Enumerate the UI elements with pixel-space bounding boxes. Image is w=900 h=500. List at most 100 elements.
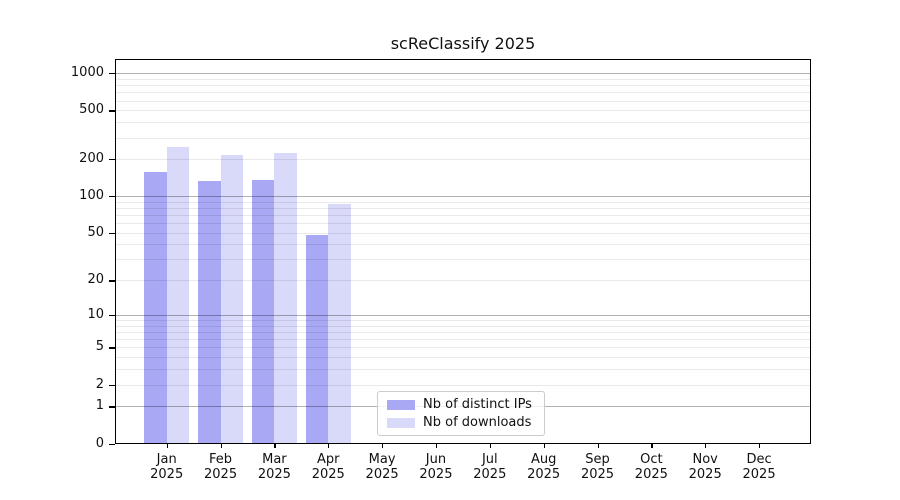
bar-nb-of-downloads-apr [328,203,351,444]
bar-nb-of-downloads-jan [166,147,190,444]
x-tick-label: Aug 2025 [509,452,579,482]
bar-nb-of-distinct-ips-jan [144,172,167,444]
x-axis-tick [328,443,330,448]
bar-nb-of-downloads-feb [220,155,244,444]
x-tick-label: Dec 2025 [724,452,794,482]
legend: Nb of distinct IPs Nb of downloads [377,391,545,436]
y-axis-tick [109,406,115,408]
gridline-minor [116,78,810,80]
x-tick-year: 2025 [365,466,399,482]
gridline-minor [116,280,810,282]
y-tick-label: 500 [79,102,104,118]
x-axis-tick [651,443,653,448]
x-tick-month: May [368,451,396,467]
x-tick-month: Oct [640,451,663,467]
y-axis-tick [109,110,115,112]
x-tick-month: Jan [156,451,177,467]
gridline-minor [116,339,810,341]
x-tick-label: Apr 2025 [293,452,363,482]
y-tick-label: 200 [79,151,104,167]
x-axis-tick [220,443,222,448]
gridline-minor [116,110,810,112]
legend-row: Nb of distinct IPs [387,397,535,412]
x-tick-year: 2025 [204,466,238,482]
gridline-minor [116,232,810,234]
x-axis-tick [274,443,276,448]
y-axis-tick [109,314,115,317]
gridline-minor [116,357,810,359]
y-axis-tick [109,196,115,198]
x-tick-year: 2025 [742,466,776,482]
chart-title: scReClassify 2025 [390,34,536,53]
legend-row: Nb of downloads [387,415,535,430]
x-tick-year: 2025 [419,466,453,482]
gridline-minor [116,122,810,124]
gridline-major [116,314,810,316]
y-axis-tick [109,232,115,234]
x-axis-tick [489,443,491,448]
x-tick-year: 2025 [311,466,345,482]
legend-label: Nb of distinct IPs [423,397,532,412]
x-axis-tick [166,443,168,448]
legend-label: Nb of downloads [423,415,532,430]
x-axis-tick [382,443,384,448]
x-tick-label: Jun 2025 [401,452,471,482]
bar-nb-of-distinct-ips-apr [305,234,329,444]
y-tick-label: 10 [87,306,104,322]
x-tick-label: Jan 2025 [132,452,202,482]
x-tick-month: Nov [692,451,718,467]
x-tick-year: 2025 [634,466,668,482]
y-tick-label: 2 [95,376,104,392]
x-tick-month: Mar [262,451,287,467]
gridline-minor [116,207,810,209]
x-tick-month: Sep [585,451,610,467]
y-axis-tick [109,384,115,386]
x-axis-tick [759,443,761,448]
gridline-minor [116,85,810,87]
bar-nb-of-distinct-ips-mar [251,179,275,444]
x-axis-tick [435,443,438,448]
y-tick-label: 1000 [70,65,104,81]
y-tick-label: 100 [79,188,104,204]
bar-nb-of-distinct-ips-feb [197,180,221,444]
x-axis-tick [705,443,707,448]
y-axis-tick [109,280,115,282]
gridline-minor [116,320,810,322]
y-axis-tick [109,159,115,161]
gridline-minor [116,369,810,371]
gridline-major [116,196,810,198]
x-tick-label: Jul 2025 [455,452,525,482]
gridline-minor [116,215,810,217]
x-tick-year: 2025 [580,466,615,482]
x-tick-year: 2025 [473,466,507,482]
x-axis-tick [597,443,599,448]
gridline-minor [116,159,810,161]
x-tick-label: Sep 2025 [563,452,633,482]
gridline-minor [116,137,810,139]
gridline-minor [116,384,810,386]
y-tick-label: 50 [87,224,104,240]
x-tick-label: Feb 2025 [186,452,256,482]
legend-swatch [387,417,415,428]
y-tick-label: 20 [87,272,104,288]
y-tick-label: 5 [95,339,104,355]
gridline-minor [116,347,810,349]
x-tick-label: Mar 2025 [239,452,309,482]
y-tick-label: 0 [95,435,104,451]
x-tick-label: May 2025 [347,452,417,482]
y-axis-tick [109,443,115,445]
x-tick-label: Nov 2025 [670,452,740,482]
gridline-minor [116,100,810,102]
gridline-minor [116,223,810,225]
gridline-minor [116,201,810,203]
x-tick-month: Feb [209,451,233,467]
x-tick-month: Apr [317,451,340,467]
gridline-minor [116,92,810,94]
gridline-minor [116,244,810,246]
x-tick-month: Dec [746,451,772,467]
legend-swatch [387,399,415,410]
x-tick-month: Aug [530,451,557,467]
gridline-major [116,73,810,75]
gridline-minor [116,325,810,327]
x-tick-month: Jul [481,451,498,467]
